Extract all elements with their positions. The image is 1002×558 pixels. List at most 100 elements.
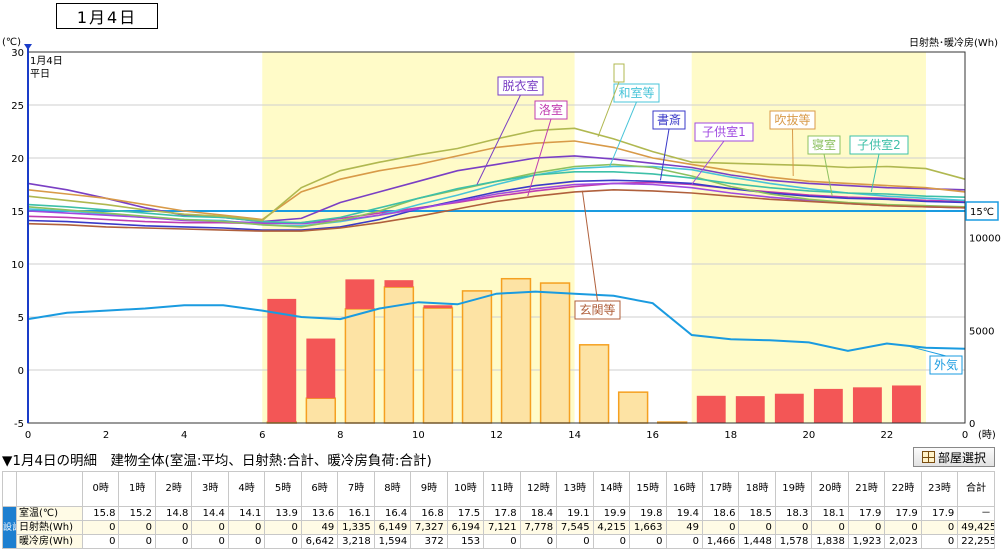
table-cell: 7,545	[556, 520, 594, 535]
column-header: 19時	[774, 471, 813, 507]
series-line-9	[27, 127, 966, 222]
table-cell: 18.3	[774, 506, 813, 521]
heating-bar	[267, 298, 297, 423]
table-cell: 49,425	[957, 520, 995, 535]
table-cell: 0	[738, 520, 776, 535]
table-cell: 18.1	[811, 506, 849, 521]
series-leader-0	[910, 346, 947, 357]
table-cell: 0	[920, 520, 959, 535]
table-cell: 7,121	[483, 520, 521, 535]
series-leader-9	[597, 81, 620, 137]
y-tick-label: -5	[14, 419, 24, 430]
setpoint-label-box	[965, 201, 999, 221]
heating-bar	[696, 395, 726, 423]
series-label-box-5	[694, 122, 754, 142]
table-cell: 0	[154, 520, 193, 535]
series-leader-10	[581, 190, 598, 302]
table-cell: 0	[118, 534, 156, 549]
x-axis-unit: (時)	[978, 429, 996, 441]
table-cell: 0	[81, 534, 120, 549]
solar-bar	[500, 277, 532, 424]
heating-bar	[852, 387, 882, 423]
day-type-label: 平日	[30, 69, 50, 80]
table-cell: 0	[847, 520, 886, 535]
column-header: 16時	[665, 471, 703, 507]
row-label: 日射熱(Wh)	[16, 520, 83, 535]
table-cell: 22,255	[957, 534, 995, 549]
table-cell: 17.9	[847, 506, 886, 521]
solar-bar	[578, 344, 610, 424]
series-label-8: 子供室2	[857, 137, 901, 152]
series-leader-6	[792, 128, 794, 177]
table-cell: 0	[227, 520, 266, 535]
table-cell: 17.9	[920, 506, 959, 521]
table-cell: 1,335	[337, 520, 375, 535]
x-tick-label: 18	[724, 430, 737, 441]
table-cell: 17.9	[884, 506, 922, 521]
series-label-box-0	[929, 355, 963, 375]
table-cell: 1,466	[701, 534, 740, 549]
table-cell: 0	[118, 520, 156, 535]
table-row: 日射熱(Wh) 0 0 0 0 0 0 49 1,335 6,149 7,327 6,194 7,121…	[3, 520, 995, 535]
table-cell: 1,448	[738, 534, 776, 549]
solar-bar	[617, 391, 649, 424]
column-header: 13時	[556, 471, 594, 507]
table-cell: 0	[774, 520, 813, 535]
table-cell: 0	[264, 534, 302, 549]
series-label-1: 脱衣室	[502, 78, 538, 93]
column-header: 18時	[738, 471, 776, 507]
table-cell: 0	[191, 534, 229, 549]
series-label-10: 玄関等	[579, 302, 615, 317]
series-label-7: 寝室	[812, 137, 836, 152]
right-axis-label: 日射熱･暖冷房(Wh)	[909, 36, 998, 49]
series-leader-8	[870, 153, 880, 193]
right-tick-label: 10000	[969, 234, 1001, 245]
table-cell: 18.5	[738, 506, 776, 521]
table-cell: 2,023	[884, 534, 922, 549]
series-label-box-9	[613, 63, 625, 83]
table-cell: 7,778	[519, 520, 558, 535]
series-label-4: 書斎	[657, 112, 681, 127]
series-line-5	[27, 182, 966, 225]
column-header: 21時	[847, 471, 886, 507]
series-line-1	[27, 155, 966, 223]
table-cell: 0	[592, 534, 631, 549]
header-label-corner	[16, 471, 83, 507]
y-tick-label: 5	[18, 313, 24, 324]
table-cell: 0	[920, 534, 959, 549]
table-cell: 153	[446, 534, 485, 549]
series-leader-7	[823, 153, 833, 197]
table-cell: 16.1	[337, 506, 375, 521]
column-header: 9時	[410, 471, 448, 507]
series-leader-5	[691, 140, 725, 185]
x-tick-label: 16	[646, 430, 659, 441]
table-cell: 17.5	[446, 506, 485, 521]
series-label-3: 和室等	[618, 85, 654, 100]
x-tick-label: 0	[25, 430, 31, 441]
right-tick-label: 0	[969, 419, 975, 430]
series-label-6: 吹抜等	[774, 113, 810, 127]
table-cell: 18.4	[519, 506, 558, 521]
table-cell: 13.6	[300, 506, 339, 521]
table-cell: 19.1	[556, 506, 594, 521]
heating-bar	[306, 338, 336, 399]
x-tick-label: 14	[568, 430, 581, 441]
table-cell: 1,923	[847, 534, 886, 549]
x-tick-label: 20	[802, 430, 815, 441]
table-cell: 16.8	[410, 506, 448, 521]
room-select-button[interactable]: 部屋選択	[913, 447, 995, 467]
heating-bar	[423, 305, 453, 309]
heating-bar	[891, 385, 921, 423]
side-label: 設計	[2, 506, 17, 549]
row-label: 室温(℃)	[16, 506, 83, 521]
column-header: 11時	[483, 471, 521, 507]
table-cell: 0	[701, 520, 740, 535]
table-cell: 19.8	[629, 506, 667, 521]
y-tick-label: 30	[11, 48, 24, 59]
table-cell: －	[957, 506, 995, 521]
series-leader-1	[476, 94, 521, 185]
table-cell: 19.9	[592, 506, 631, 521]
date-box: 1月4日	[56, 3, 158, 29]
series-label-5: 子供室1	[702, 124, 746, 139]
detail-title: ▼1月4日の明細 建物全体(室温:平均、日射熱:合計、暖冷房負荷:合計)	[2, 453, 432, 469]
